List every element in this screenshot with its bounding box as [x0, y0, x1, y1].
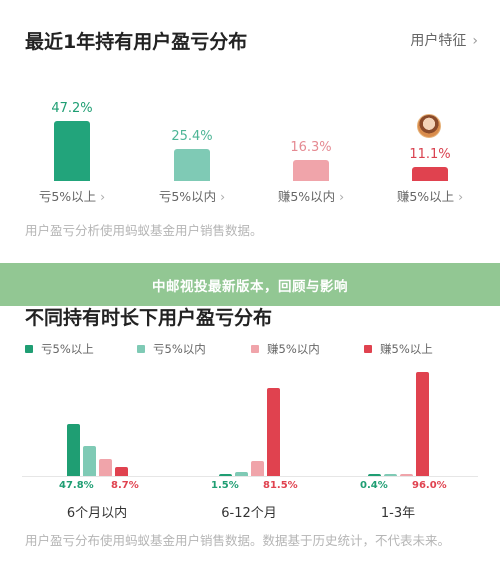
bar-0-3 — [115, 467, 128, 476]
bar-2-2 — [400, 474, 413, 476]
chevron-right-icon: › — [472, 33, 478, 49]
legend-swatch — [251, 345, 259, 353]
data-source-note-2: 用户盈亏分布使用蚂蚁基金用户销售数据。数据基于历史统计，不代表未来。 — [25, 533, 451, 548]
data-label-profit: 81.5% — [263, 480, 298, 491]
data-label-profit: 96.0% — [412, 480, 447, 491]
section-title-loss-profit-1y: 最近1年持有用户盈亏分布 — [25, 31, 248, 53]
user-feature-label: 用户特征 — [410, 33, 467, 49]
legend-item: 亏5%以内 — [137, 341, 206, 357]
data-label-loss: 47.8% — [59, 480, 94, 491]
legend-label: 赚5%以内 — [267, 342, 320, 356]
bar-0-1 — [83, 446, 96, 476]
legend-swatch — [137, 345, 145, 353]
user-avatar — [417, 114, 441, 138]
bar-category-label: 赚5%以内 — [277, 189, 336, 204]
legend-label: 赚5%以上 — [380, 342, 433, 356]
group-label: 6-12个月 — [221, 506, 277, 521]
bar-percent-label: 16.3% — [290, 140, 332, 155]
data-source-note: 用户盈亏分析使用蚂蚁基金用户销售数据。 — [25, 223, 263, 238]
bar-2-1 — [384, 474, 397, 476]
chevron-right-icon: › — [458, 189, 464, 204]
bar-1 — [54, 121, 90, 181]
chart-baseline — [22, 476, 478, 477]
bar-0-2 — [99, 459, 112, 476]
chevron-right-icon: › — [100, 189, 106, 204]
banner-title: 中邮视投最新版本，回顾与影响 — [152, 278, 348, 295]
legend-label: 亏5%以上 — [41, 342, 94, 356]
legend-item: 亏5%以上 — [25, 341, 94, 357]
bar-3 — [293, 160, 329, 181]
bar-category-label: 赚5%以上 — [396, 189, 455, 204]
bar-category-link[interactable]: 赚5%以内 › — [256, 186, 366, 205]
bar-4 — [412, 167, 448, 181]
bar-category-link[interactable]: 亏5%以上 › — [17, 186, 127, 205]
bar-category-label: 亏5%以内 — [158, 189, 217, 204]
chevron-right-icon: › — [339, 189, 345, 204]
bar-1-0 — [219, 474, 232, 476]
bar-1-2 — [251, 461, 264, 476]
bar-0-0 — [67, 424, 80, 476]
bar-1-3 — [267, 388, 280, 476]
legend-swatch — [25, 345, 33, 353]
bar-percent-label: 25.4% — [171, 129, 213, 144]
data-label-loss: 0.4% — [360, 480, 388, 491]
data-label-profit: 8.7% — [111, 480, 139, 491]
legend-label: 亏5%以内 — [153, 342, 206, 356]
legend-item: 赚5%以上 — [364, 341, 433, 357]
group-label: 1-3年 — [380, 506, 416, 521]
bar-category-label: 亏5%以上 — [38, 189, 97, 204]
group-label: 6个月以内 — [66, 506, 128, 521]
article-banner[interactable]: 中邮视投最新版本，回顾与影响 — [0, 263, 500, 306]
legend-swatch — [364, 345, 372, 353]
bar-category-link[interactable]: 亏5%以内 › — [137, 186, 247, 205]
bar-2-3 — [416, 372, 429, 476]
bar-2 — [174, 149, 210, 181]
section-title-by-holding-period: 不同持有时长下用户盈亏分布 — [25, 307, 273, 329]
bar-1-1 — [235, 472, 248, 476]
bar-percent-label: 11.1% — [409, 147, 451, 162]
legend-item: 赚5%以内 — [251, 341, 320, 357]
user-feature-link[interactable]: 用户特征 › — [410, 30, 478, 50]
chevron-right-icon: › — [220, 189, 226, 204]
bar-2-0 — [368, 474, 381, 476]
bar-category-link[interactable]: 赚5%以上 › — [375, 186, 485, 205]
bar-percent-label: 47.2% — [51, 101, 93, 116]
data-label-loss: 1.5% — [211, 480, 239, 491]
